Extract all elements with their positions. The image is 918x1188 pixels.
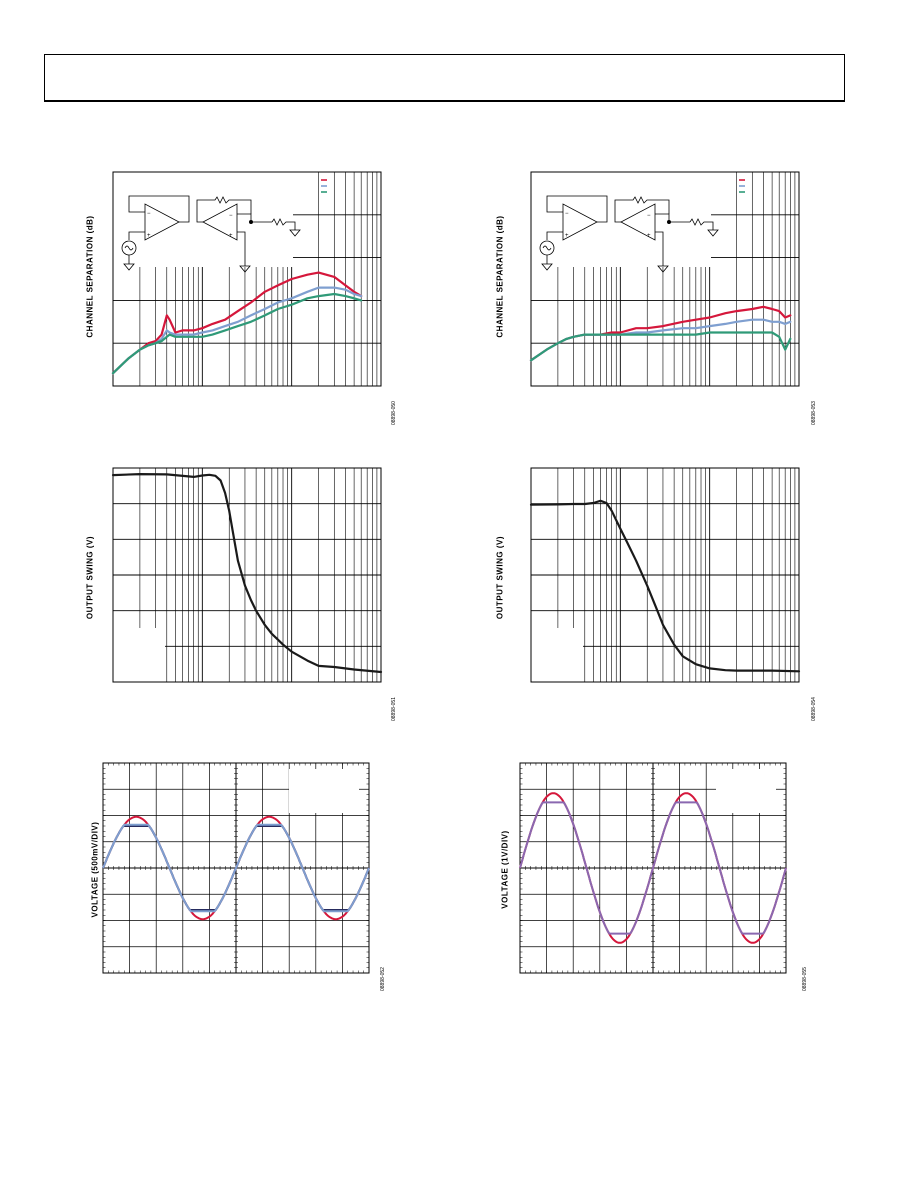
legend-area: [716, 769, 776, 813]
f2-figure-code: 08898-053: [811, 401, 817, 425]
series-green-line: [111, 292, 363, 375]
f2-chart: − + − +: [529, 171, 800, 387]
f2-ylabel: CHANNEL SEPARATION (dB): [495, 215, 505, 338]
svg-text:−: −: [147, 211, 151, 217]
svg-text:+: +: [147, 233, 151, 239]
svg-text:+: +: [647, 233, 651, 239]
schematic-background: [114, 173, 290, 266]
f1-ylabel: CHANNEL SEPARATION (dB): [85, 215, 95, 338]
f3-figure-code: 08898-051: [391, 697, 397, 721]
page-header-box: [44, 54, 845, 102]
series-red-line: [111, 271, 363, 375]
series-black-line: [529, 499, 801, 673]
test-circuit-schematic: − + − +: [539, 195, 719, 273]
f4-chart: [529, 467, 801, 683]
f4-figure-code: 08898-054: [811, 697, 817, 721]
f4-ylabel: OUTPUT SWING (V): [495, 535, 505, 620]
svg-text:−: −: [647, 213, 651, 219]
series-black-line: [111, 472, 383, 674]
f1-chart: − + − +: [111, 171, 382, 387]
plot-frame: [112, 171, 382, 387]
svg-text:+: +: [229, 233, 233, 239]
series-purple-line: [519, 801, 787, 935]
plot-frame: [530, 171, 800, 387]
f3-ylabel: OUTPUT SWING (V): [85, 535, 95, 620]
svg-text:−: −: [229, 213, 233, 219]
series-green-line: [529, 331, 792, 362]
f6-ylabel: VOLTAGE (1V/DIV): [500, 830, 510, 909]
f1-figure-code: 08898-050: [391, 401, 397, 425]
test-circuit-schematic: − + − +: [121, 195, 301, 273]
f5-chart: [102, 762, 370, 974]
svg-text:−: −: [565, 211, 569, 217]
schematic-background: [532, 173, 708, 266]
f6-chart: [519, 762, 787, 974]
f5-figure-code: 08898-052: [380, 967, 386, 991]
series-blue-line: [102, 823, 370, 913]
f3-chart: [111, 467, 383, 683]
legend-area: [289, 769, 359, 813]
f6-figure-code: 08898-055: [802, 967, 808, 991]
f5-ylabel: VOLTAGE (500mV/DIV): [90, 821, 100, 918]
svg-text:+: +: [565, 233, 569, 239]
